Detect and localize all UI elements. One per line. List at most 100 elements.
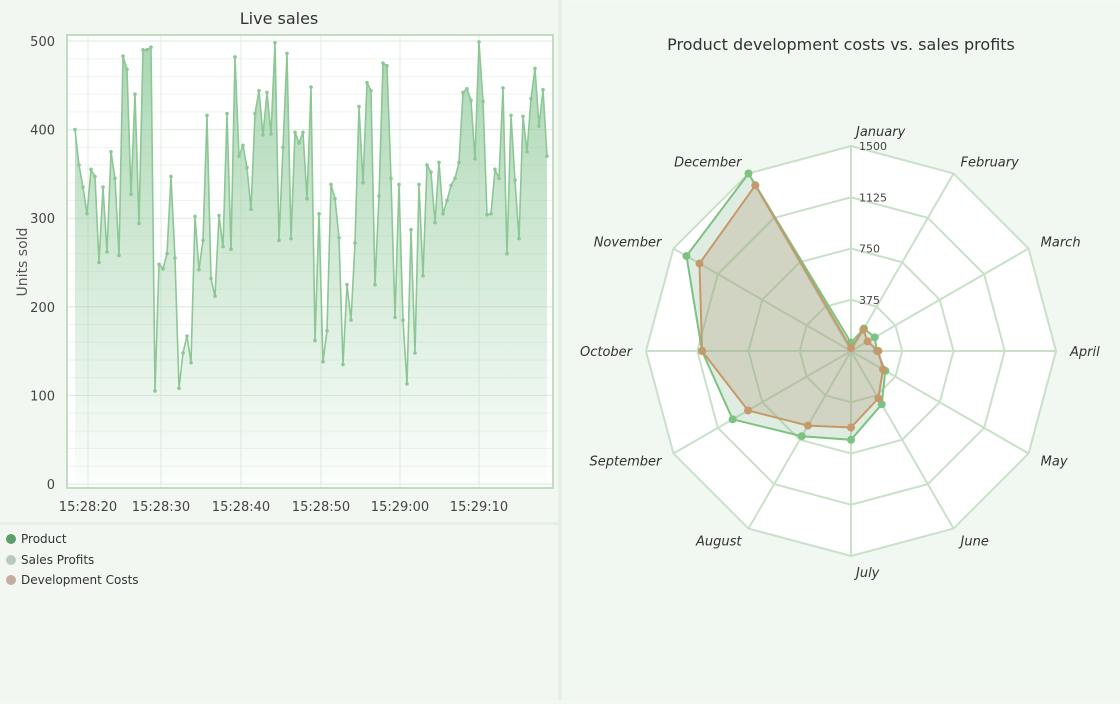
- sales-point[interactable]: [433, 220, 437, 225]
- sales-point[interactable]: [105, 250, 109, 254]
- radar-point-sales-profits[interactable]: [870, 333, 879, 342]
- sales-point[interactable]: [529, 96, 533, 101]
- sales-point[interactable]: [429, 170, 433, 174]
- sales-point[interactable]: [205, 113, 209, 118]
- sales-point[interactable]: [513, 178, 517, 182]
- sales-point[interactable]: [317, 211, 321, 216]
- sales-point[interactable]: [501, 86, 505, 90]
- sales-point[interactable]: [377, 194, 381, 198]
- sales-point[interactable]: [101, 185, 105, 189]
- sales-point[interactable]: [421, 273, 425, 278]
- sales-point[interactable]: [385, 64, 389, 68]
- radar-point-development-costs[interactable]: [859, 325, 868, 334]
- sales-point[interactable]: [469, 98, 473, 103]
- sales-point[interactable]: [97, 260, 101, 265]
- sales-point[interactable]: [149, 45, 153, 50]
- sales-point[interactable]: [113, 176, 117, 181]
- sales-point[interactable]: [333, 196, 337, 201]
- sales-point[interactable]: [197, 267, 201, 272]
- sales-point[interactable]: [245, 165, 249, 170]
- radar-point-sales-profits[interactable]: [877, 400, 886, 409]
- sales-point[interactable]: [357, 104, 361, 109]
- radar-point-development-costs[interactable]: [847, 344, 855, 353]
- sales-point[interactable]: [157, 262, 161, 267]
- sales-point[interactable]: [449, 183, 453, 188]
- radar-point-development-costs[interactable]: [751, 181, 760, 190]
- sales-point[interactable]: [389, 176, 393, 181]
- sales-point[interactable]: [201, 238, 205, 243]
- sales-point[interactable]: [381, 61, 385, 65]
- sales-point[interactable]: [181, 351, 185, 355]
- sales-point[interactable]: [117, 253, 121, 258]
- sales-point[interactable]: [353, 241, 357, 245]
- sales-point[interactable]: [485, 212, 489, 217]
- sales-point[interactable]: [313, 338, 317, 343]
- sales-point[interactable]: [409, 227, 413, 232]
- sales-point[interactable]: [509, 113, 513, 118]
- sales-point[interactable]: [269, 132, 273, 136]
- sales-point[interactable]: [261, 133, 265, 137]
- sales-point[interactable]: [293, 130, 297, 135]
- sales-point[interactable]: [257, 88, 261, 93]
- radar-point-development-costs[interactable]: [878, 365, 887, 374]
- sales-point[interactable]: [89, 167, 93, 172]
- sales-point[interactable]: [321, 359, 325, 364]
- sales-point[interactable]: [153, 389, 157, 393]
- sales-point[interactable]: [217, 213, 221, 218]
- sales-point[interactable]: [213, 294, 217, 298]
- radar-point-sales-profits[interactable]: [682, 252, 691, 261]
- sales-point[interactable]: [81, 185, 85, 189]
- sales-point[interactable]: [165, 251, 169, 256]
- sales-point[interactable]: [473, 157, 477, 161]
- sales-point[interactable]: [453, 176, 457, 181]
- sales-point[interactable]: [337, 235, 341, 240]
- sales-point[interactable]: [277, 238, 281, 243]
- sales-point[interactable]: [325, 328, 329, 333]
- sales-point[interactable]: [133, 92, 137, 96]
- sales-point[interactable]: [125, 67, 129, 72]
- sales-point[interactable]: [505, 251, 509, 256]
- sales-point[interactable]: [541, 87, 545, 92]
- sales-point[interactable]: [141, 48, 145, 52]
- sales-point[interactable]: [297, 141, 301, 145]
- sales-point[interactable]: [521, 114, 525, 119]
- sales-point[interactable]: [393, 315, 397, 320]
- sales-point[interactable]: [465, 87, 469, 91]
- sales-point[interactable]: [73, 127, 77, 132]
- sales-point[interactable]: [329, 182, 333, 187]
- radar-point-development-costs[interactable]: [874, 394, 883, 403]
- sales-point[interactable]: [233, 55, 237, 59]
- sales-point[interactable]: [185, 334, 189, 338]
- sales-point[interactable]: [237, 154, 241, 158]
- radar-point-sales-profits[interactable]: [847, 435, 855, 444]
- sales-point[interactable]: [209, 276, 213, 281]
- sales-point[interactable]: [493, 167, 497, 172]
- radar-point-development-costs[interactable]: [695, 259, 704, 268]
- sales-point[interactable]: [285, 51, 289, 56]
- sales-point[interactable]: [77, 163, 81, 167]
- radar-point-development-costs[interactable]: [744, 406, 753, 415]
- sales-point[interactable]: [497, 176, 501, 181]
- sales-point[interactable]: [109, 149, 113, 154]
- radar-point-development-costs[interactable]: [847, 423, 855, 432]
- sales-point[interactable]: [525, 149, 529, 154]
- sales-point[interactable]: [345, 282, 349, 287]
- legend-item-sales-profits[interactable]: Sales Profits: [6, 550, 139, 571]
- sales-point[interactable]: [193, 214, 197, 219]
- sales-point[interactable]: [365, 80, 369, 85]
- sales-point[interactable]: [85, 211, 89, 216]
- sales-point[interactable]: [289, 236, 293, 241]
- sales-point[interactable]: [437, 160, 441, 165]
- radar-point-sales-profits[interactable]: [728, 415, 737, 424]
- sales-point[interactable]: [401, 318, 405, 322]
- sales-point[interactable]: [477, 40, 481, 44]
- sales-point[interactable]: [405, 382, 409, 386]
- sales-point[interactable]: [221, 244, 225, 249]
- radar-point-development-costs[interactable]: [874, 347, 883, 355]
- sales-point[interactable]: [169, 174, 173, 179]
- sales-point[interactable]: [249, 207, 253, 212]
- sales-point[interactable]: [533, 66, 537, 71]
- sales-point[interactable]: [129, 192, 133, 197]
- sales-point[interactable]: [489, 211, 493, 216]
- sales-point[interactable]: [121, 54, 125, 58]
